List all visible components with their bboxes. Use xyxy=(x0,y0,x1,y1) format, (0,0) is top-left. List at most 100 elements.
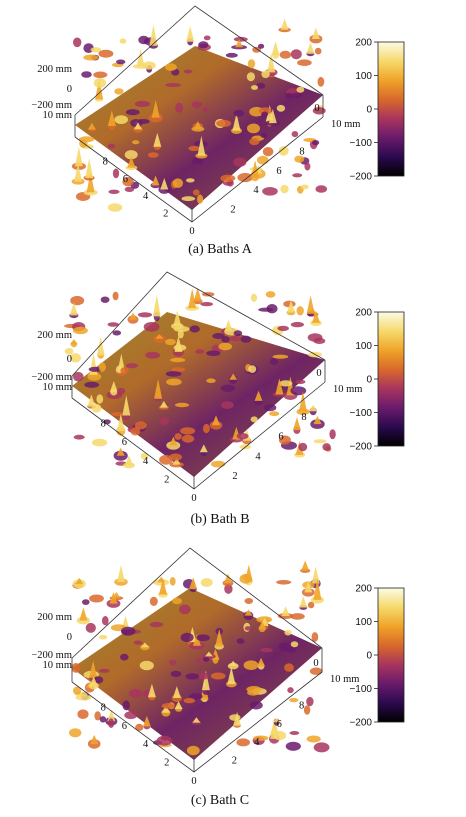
surface-texture xyxy=(124,150,138,160)
surface-peak xyxy=(85,158,94,178)
colorbar-tick-label: −100 xyxy=(349,684,372,695)
surface-peak xyxy=(299,596,308,608)
surface-peak xyxy=(172,457,181,465)
surface-texture xyxy=(284,629,292,636)
surface-peak xyxy=(298,391,307,412)
surface-texture xyxy=(252,46,261,53)
surface-texture xyxy=(91,438,108,447)
surface-texture xyxy=(291,131,299,138)
y-axis-end-label: 10 mm xyxy=(331,119,360,130)
surface-texture xyxy=(135,723,144,731)
surface-peak xyxy=(201,670,210,691)
surface-peak xyxy=(229,660,238,667)
surface-texture xyxy=(295,379,306,384)
surface-texture xyxy=(88,366,102,372)
surface-texture xyxy=(85,622,96,633)
surface-texture xyxy=(112,168,120,179)
surface-peak xyxy=(86,171,95,193)
colorbar-tick-label: 100 xyxy=(355,341,372,352)
surface-texture xyxy=(296,306,304,316)
surface-peak xyxy=(116,447,125,456)
surface-texture xyxy=(263,404,277,412)
surface-peak xyxy=(151,175,160,186)
y-tick-label: 0 xyxy=(316,368,321,379)
surface-peak xyxy=(109,591,118,604)
surface-texture xyxy=(244,626,252,631)
surface-peak xyxy=(74,146,83,167)
surface-texture xyxy=(312,107,326,115)
surface-peak xyxy=(75,577,84,584)
surface-peak xyxy=(142,715,151,727)
surface-texture xyxy=(165,83,181,87)
surface-texture xyxy=(279,50,292,59)
y-tick-label: 2 xyxy=(230,205,235,216)
colorbar-tick-label: 200 xyxy=(355,38,372,49)
surface-peak xyxy=(127,156,136,168)
z-label-bottom: −200 mm xyxy=(31,650,72,661)
surface-texture xyxy=(198,672,209,680)
surface-texture xyxy=(149,621,164,628)
origin-label: 0 xyxy=(189,226,194,237)
surface-texture xyxy=(64,348,74,355)
surface-peak xyxy=(161,705,170,713)
surface-texture xyxy=(73,434,85,440)
origin-label: 0 xyxy=(191,493,196,504)
surface-texture xyxy=(269,411,280,417)
surface-texture xyxy=(93,78,107,88)
y-tick-label: 8 xyxy=(299,146,304,157)
surface-texture xyxy=(134,421,147,430)
surface-texture xyxy=(239,573,252,584)
surface-texture xyxy=(258,307,274,312)
surface-peak xyxy=(140,642,149,648)
surface-peak xyxy=(281,606,290,617)
surface-texture xyxy=(169,577,176,586)
surface-peak xyxy=(192,717,201,723)
surface-texture xyxy=(212,333,225,339)
surface-texture xyxy=(120,653,129,661)
surface-peak xyxy=(90,734,99,744)
surface-texture xyxy=(77,709,89,719)
surface-texture xyxy=(236,738,250,747)
surface-peak xyxy=(306,42,315,54)
surface-texture xyxy=(186,745,200,756)
surface-peak xyxy=(241,573,250,579)
surface-peak xyxy=(313,578,322,600)
surface-texture xyxy=(81,71,92,78)
surface-peak xyxy=(211,415,220,426)
x-tick-label: 4 xyxy=(143,739,149,750)
surface-peak xyxy=(275,378,284,395)
colorbar-tick-label: 0 xyxy=(366,105,372,116)
surface-peak xyxy=(312,310,321,323)
colorbar-tick-label: 200 xyxy=(355,308,372,319)
surface-texture xyxy=(279,380,293,387)
surface-texture xyxy=(181,196,196,202)
surface-peak xyxy=(169,436,178,446)
surface-peak xyxy=(287,300,296,313)
y-tick-label: 2 xyxy=(232,471,237,482)
surface-peak xyxy=(172,686,181,699)
surface-texture xyxy=(132,64,149,69)
surface-texture xyxy=(188,145,200,151)
surface-texture xyxy=(71,663,81,673)
surface-peak xyxy=(254,390,263,401)
surface-texture xyxy=(202,107,210,113)
x-tick-label: 8 xyxy=(101,419,106,430)
surface-peak xyxy=(173,310,182,327)
surface-texture xyxy=(91,403,102,413)
surface-texture xyxy=(181,434,195,443)
surface-peak xyxy=(96,336,105,356)
surface-texture xyxy=(90,47,102,53)
surface-texture xyxy=(98,668,110,673)
surface-texture xyxy=(270,358,279,365)
surface-peak xyxy=(189,577,198,590)
surface-texture xyxy=(285,92,293,99)
surface-texture xyxy=(206,378,216,383)
surface-texture xyxy=(257,155,269,165)
origin-label: 0 xyxy=(191,776,196,787)
surface-texture xyxy=(247,123,260,134)
surface-texture xyxy=(236,638,245,644)
surface-texture xyxy=(172,178,183,188)
surface-texture xyxy=(159,417,170,425)
surface-texture xyxy=(165,371,182,377)
surface-texture xyxy=(250,293,258,302)
